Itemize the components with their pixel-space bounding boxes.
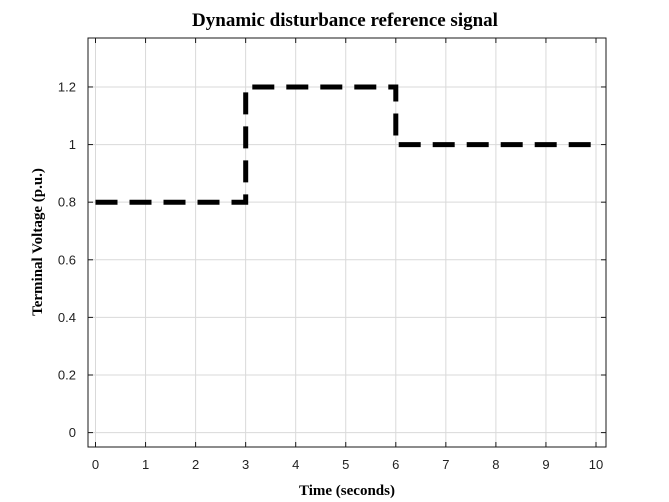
x-tick-label: 2 xyxy=(192,457,199,472)
x-tick-label: 1 xyxy=(142,457,149,472)
y-tick-label: 0.6 xyxy=(58,252,76,267)
x-tick-label: 7 xyxy=(442,457,449,472)
grid xyxy=(88,38,606,447)
series-layer xyxy=(95,84,596,205)
x-tick-label: 6 xyxy=(392,457,399,472)
x-tick-label: 9 xyxy=(542,457,549,472)
x-axis-label: Time (seconds) xyxy=(299,483,395,499)
plot-frame xyxy=(87,37,607,448)
y-axis-label: Terminal Voltage (p.u.) xyxy=(30,168,46,316)
x-tick-label: 10 xyxy=(589,457,603,472)
x-tick-labels: 0 1 2 3 4 5 6 7 8 9 10 xyxy=(92,457,603,472)
chart-title: Dynamic disturbance reference signal xyxy=(192,10,498,31)
y-tick-label: 0.8 xyxy=(58,195,76,210)
y-tick-label: 1 xyxy=(69,137,76,152)
axis-ticks xyxy=(88,38,606,447)
y-tick-label: 0.2 xyxy=(58,367,76,382)
x-tick-label: 0 xyxy=(92,457,99,472)
y-tick-label: 0 xyxy=(69,425,76,440)
y-tick-label: 1.2 xyxy=(58,79,76,94)
x-tick-label: 8 xyxy=(492,457,499,472)
x-tick-label: 3 xyxy=(242,457,249,472)
x-tick-label: 4 xyxy=(292,457,299,472)
x-tick-label: 5 xyxy=(342,457,349,472)
y-tick-label: 0.4 xyxy=(58,310,76,325)
y-tick-labels: 0 0.2 0.4 0.6 0.8 1 1.2 xyxy=(58,79,76,440)
series-line xyxy=(95,84,596,205)
